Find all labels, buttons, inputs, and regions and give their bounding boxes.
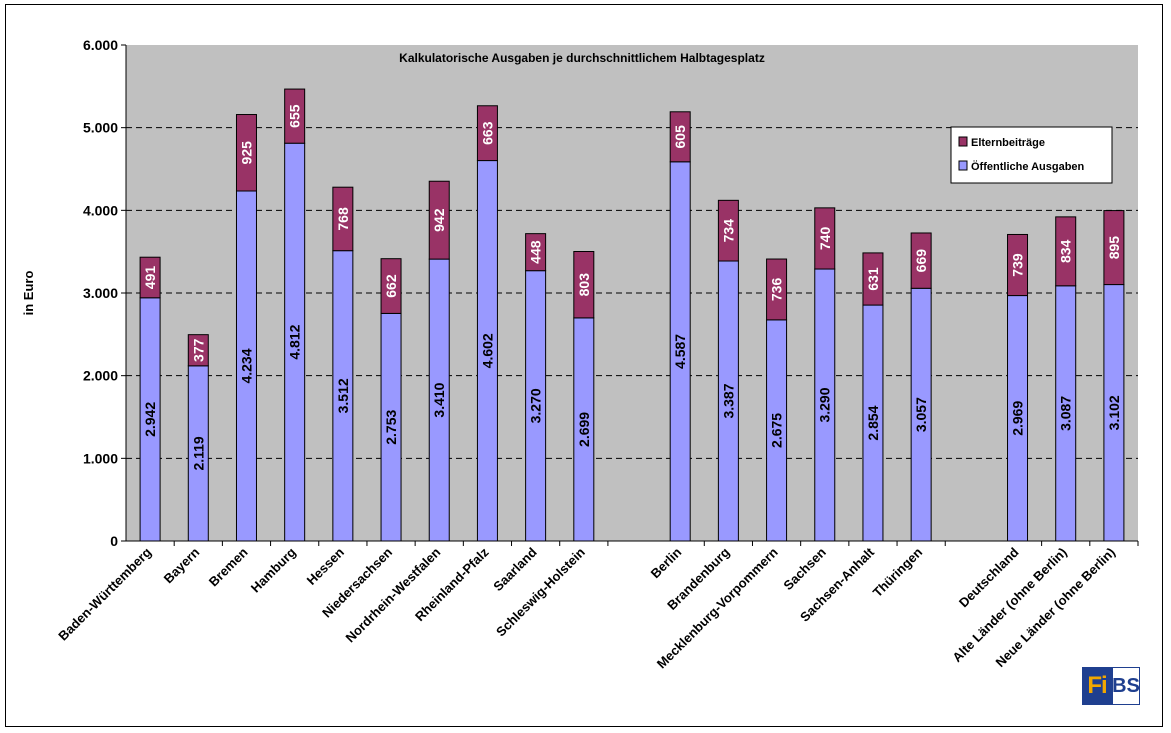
y-axis-label: in Euro [21,271,36,316]
data-label-elternbeitraege: 803 [576,273,592,297]
bar-elternbeitraege [187,334,209,367]
data-label-elternbeitraege: 663 [479,121,495,145]
bar-elternbeitraege [814,207,836,270]
data-label-elternbeitraege: 491 [142,266,158,290]
data-label-oeffentliche: 4.812 [287,324,303,359]
data-label-elternbeitraege: 834 [1058,239,1074,263]
data-label-oeffentliche: 2.753 [383,409,399,444]
data-label-elternbeitraege: 895 [1106,236,1122,260]
data-label-oeffentliche: 4.234 [238,348,254,383]
bar-elternbeitraege [476,105,498,162]
y-tick-label: 6.000 [83,37,118,53]
data-label-oeffentliche: 3.102 [1106,395,1122,430]
data-label-oeffentliche: 3.087 [1058,396,1074,431]
y-tick-label: 3.000 [83,285,118,301]
bar-elternbeitraege [910,232,932,289]
data-label-elternbeitraege: 605 [672,125,688,149]
data-label-oeffentliche: 2.699 [576,412,592,447]
legend-box [950,126,1113,184]
logo-fi: Fi [1082,667,1112,705]
data-label-oeffentliche: 3.410 [431,382,447,417]
data-label-oeffentliche: 3.512 [335,378,351,413]
x-category-label: Nordrhein-Westfalen [343,544,444,645]
data-label-elternbeitraege: 734 [720,219,736,243]
bar-elternbeitraege [1103,210,1125,286]
logo-bs: BS [1112,667,1140,705]
data-label-oeffentliche: 2.942 [142,402,158,437]
data-label-elternbeitraege: 655 [287,104,303,128]
x-category-label: Bremen [206,544,251,589]
data-label-elternbeitraege: 768 [335,207,351,231]
data-label-elternbeitraege: 377 [190,338,206,362]
data-label-oeffentliche: 2.969 [1010,401,1026,436]
bar-elternbeitraege [717,199,739,262]
data-label-elternbeitraege: 669 [913,249,929,273]
x-category-label: Baden-Württemberg [55,544,154,643]
bar-elternbeitraege [525,233,547,272]
x-category-label: Bayern [161,544,203,586]
legend-swatch-oeffentliche [958,160,968,171]
y-tick-label: 4.000 [83,202,118,218]
y-tick-label: 5.000 [83,120,118,136]
x-category-label: Schleswig-Holstein [493,544,588,639]
data-label-oeffentliche: 3.290 [817,387,833,422]
data-label-oeffentliche: 4.587 [672,334,688,369]
data-label-oeffentliche: 4.602 [479,333,495,368]
legend-label-elternbeitraege: Elternbeiträge [971,137,1045,149]
data-label-oeffentliche: 2.675 [769,413,785,448]
bar-elternbeitraege [139,256,161,299]
legend-swatch-elternbeitraege [958,136,968,147]
legend-label-oeffentliche: Öffentliche Ausgaben [971,160,1085,173]
data-label-elternbeitraege: 740 [817,227,833,251]
bar-elternbeitraege [862,252,884,306]
chart-title: Kalkulatorische Ausgaben je durchschnitt… [399,51,765,65]
data-label-oeffentliche: 3.387 [720,383,736,418]
data-label-elternbeitraege: 448 [528,240,544,264]
x-category-label: Berlin [648,544,685,581]
data-label-elternbeitraege: 739 [1010,253,1026,277]
fibs-logo: Fi BS [1082,667,1140,705]
x-category-label: Thüringen [870,544,926,600]
bar-elternbeitraege [332,186,354,252]
bar-elternbeitraege [1007,233,1029,297]
x-category-label: Hamburg [248,544,299,595]
data-label-elternbeitraege: 662 [383,274,399,298]
data-label-elternbeitraege: 736 [769,278,785,302]
y-tick-label: 2.000 [83,368,118,384]
data-label-elternbeitraege: 925 [238,141,254,165]
y-tick-label: 1.000 [83,450,118,466]
bar-elternbeitraege [573,251,595,319]
bar-elternbeitraege [284,88,306,144]
data-label-oeffentliche: 2.854 [865,405,881,440]
bar-elternbeitraege [428,180,450,260]
data-label-elternbeitraege: 942 [431,208,447,232]
data-label-oeffentliche: 3.057 [913,397,929,432]
bar-elternbeitraege [235,114,257,192]
x-category-label: Saarland [490,544,539,593]
y-tick-label: 0 [110,533,118,549]
x-category-label: Hessen [304,544,347,587]
data-label-elternbeitraege: 631 [865,267,881,291]
bar-elternbeitraege [1055,216,1077,287]
x-category-label: Sachsen [780,544,828,592]
data-label-oeffentliche: 2.119 [190,436,206,470]
bar-elternbeitraege [766,258,788,321]
data-label-oeffentliche: 3.270 [528,388,544,423]
bar-elternbeitraege [669,111,691,163]
bar-elternbeitraege [380,258,402,314]
